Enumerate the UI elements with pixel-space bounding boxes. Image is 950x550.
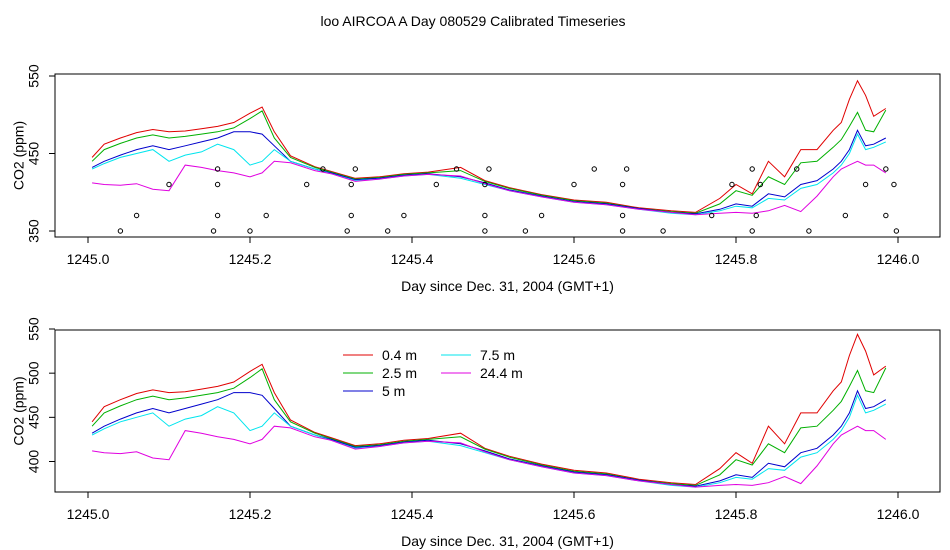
data-point-marker (749, 228, 755, 234)
legend-label: 2.5 m (382, 365, 417, 381)
data-point-marker (348, 181, 354, 188)
series-line-24-4-m (92, 425, 887, 488)
x-axis-label: Day since Dec. 31, 2004 (GMT+1) (401, 278, 614, 294)
data-point-marker (660, 228, 666, 234)
y-axis-label: CO2 (ppm) (11, 376, 27, 445)
data-point-marker (891, 181, 897, 188)
data-point-marker (757, 181, 763, 188)
x-tick-label: 1245.8 (715, 506, 758, 522)
data-point-marker (729, 181, 735, 188)
data-point-marker (247, 228, 253, 234)
y-tick-label: 400 (26, 450, 42, 474)
data-point-marker (619, 181, 626, 188)
x-tick-label: 1245.2 (229, 251, 272, 267)
series-line-0-4-m (91, 333, 887, 486)
data-point-marker (133, 212, 140, 219)
plot-frame (54, 329, 941, 493)
data-point-marker (538, 212, 545, 219)
data-point-marker (117, 228, 124, 234)
data-point-marker (883, 166, 889, 172)
series-line-5-m (91, 389, 887, 487)
y-tick-label: 500 (26, 361, 42, 385)
data-point-marker (320, 166, 326, 172)
series-line-7-5-m (91, 393, 887, 488)
top-panel: 1245.0 1245.2 1245.4 1245.6 1245.8 1246.0 350 4… (11, 64, 941, 294)
series-line-2-5-m (91, 109, 887, 214)
plot-frame (54, 73, 941, 238)
y-tick-label: 450 (26, 142, 42, 166)
y-tick-label: 350 (26, 219, 42, 243)
data-point-marker (486, 166, 492, 172)
x-tick-label: 1246.0 (877, 251, 920, 267)
data-point-marker (166, 181, 172, 188)
data-point-marker (210, 228, 217, 234)
data-point-marker (749, 166, 755, 172)
data-point-marker (214, 181, 221, 188)
data-point-marker (522, 228, 529, 234)
plot-area (91, 333, 887, 488)
data-point-marker (619, 228, 626, 234)
data-point-marker (842, 212, 849, 219)
x-tick-label: 1245.2 (229, 506, 272, 522)
series-line-5-m (91, 129, 887, 215)
data-point-marker (893, 228, 900, 234)
data-point-marker (619, 212, 626, 219)
legend-label: 7.5 m (480, 347, 515, 363)
data-point-marker (348, 212, 354, 219)
legend-label: 24.4 m (480, 365, 523, 381)
data-point-marker (214, 212, 221, 219)
x-tick-label: 1245.6 (553, 506, 596, 522)
data-point-marker (571, 181, 577, 188)
series-line-0-4-m (91, 79, 887, 213)
x-tick-label: 1245.4 (391, 251, 434, 267)
data-point-marker (433, 181, 439, 188)
x-tick-label: 1245.0 (67, 251, 110, 267)
x-tick-label: 1245.0 (67, 506, 110, 522)
data-point-marker (623, 166, 630, 172)
x-axis-label: Day since Dec. 31, 2004 (GMT+1) (401, 533, 614, 549)
plot-area (91, 79, 900, 234)
legend-label: 0.4 m (382, 347, 417, 363)
data-point-marker (352, 166, 358, 172)
data-point-marker (385, 228, 391, 234)
data-point-marker (304, 181, 310, 188)
bottom-panel: 1245.0 1245.2 1245.4 1245.6 1245.8 1246.0 400 4… (11, 317, 941, 549)
data-point-marker (482, 212, 488, 219)
data-point-marker (401, 212, 407, 219)
data-point-marker (806, 228, 812, 234)
series-line-7-5-m (91, 132, 887, 216)
data-point-marker (214, 166, 221, 172)
x-tick-label: 1245.6 (553, 251, 596, 267)
x-tick-label: 1245.8 (715, 251, 758, 267)
data-point-marker (453, 166, 460, 172)
data-point-marker (709, 212, 715, 219)
data-point-marker (263, 212, 269, 219)
x-tick-label: 1246.0 (877, 506, 920, 522)
data-point-marker (862, 181, 869, 188)
y-axis-label: CO2 (ppm) (11, 121, 27, 190)
y-tick-label: 450 (26, 405, 42, 429)
data-point-marker (482, 181, 488, 188)
x-tick-label: 1245.4 (391, 506, 434, 522)
data-point-marker (344, 228, 350, 234)
data-point-marker (591, 166, 597, 172)
data-point-marker (482, 228, 488, 234)
data-point-marker (753, 212, 759, 219)
figure-title: loo AIRCOA A Day 080529 Calibrated Times… (320, 13, 625, 29)
y-tick-label: 550 (26, 64, 42, 88)
series-line-2-5-m (91, 367, 887, 486)
data-point-marker (794, 166, 800, 172)
legend-label: 5 m (382, 383, 405, 399)
data-point-marker (883, 212, 889, 219)
series-line-24-4-m (92, 160, 887, 216)
y-tick-label: 550 (26, 317, 42, 341)
